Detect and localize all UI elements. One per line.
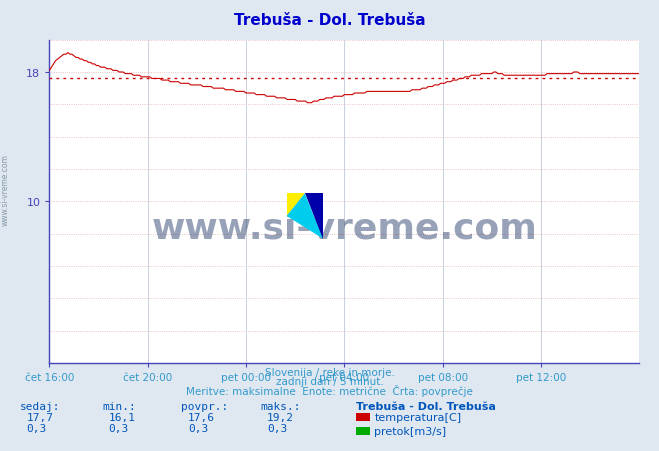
Text: 0,3: 0,3	[188, 423, 208, 433]
Polygon shape	[287, 194, 304, 216]
Text: 17,6: 17,6	[188, 412, 215, 422]
Polygon shape	[304, 194, 323, 239]
Text: pretok[m3/s]: pretok[m3/s]	[374, 426, 446, 436]
Text: povpr.:: povpr.:	[181, 401, 229, 411]
Text: Slovenija / reke in morje.: Slovenija / reke in morje.	[264, 367, 395, 377]
Text: min.:: min.:	[102, 401, 136, 411]
Text: 16,1: 16,1	[109, 412, 136, 422]
Text: Trebuša - Dol. Trebuša: Trebuša - Dol. Trebuša	[234, 13, 425, 28]
Text: maks.:: maks.:	[260, 401, 301, 411]
Text: 0,3: 0,3	[26, 423, 47, 433]
Text: 0,3: 0,3	[109, 423, 129, 433]
Text: 0,3: 0,3	[267, 423, 287, 433]
Text: 17,7: 17,7	[26, 412, 53, 422]
Text: temperatura[C]: temperatura[C]	[374, 412, 461, 422]
Polygon shape	[287, 194, 323, 239]
Text: www.si-vreme.com: www.si-vreme.com	[1, 153, 10, 226]
Text: sedaj:: sedaj:	[20, 401, 60, 411]
Text: Trebuša - Dol. Trebuša: Trebuša - Dol. Trebuša	[356, 401, 496, 411]
Text: www.si-vreme.com: www.si-vreme.com	[152, 211, 537, 244]
Text: 19,2: 19,2	[267, 412, 294, 422]
Text: zadnji dan / 5 minut.: zadnji dan / 5 minut.	[275, 376, 384, 386]
Text: Meritve: maksimalne  Enote: metrične  Črta: povprečje: Meritve: maksimalne Enote: metrične Črta…	[186, 384, 473, 396]
